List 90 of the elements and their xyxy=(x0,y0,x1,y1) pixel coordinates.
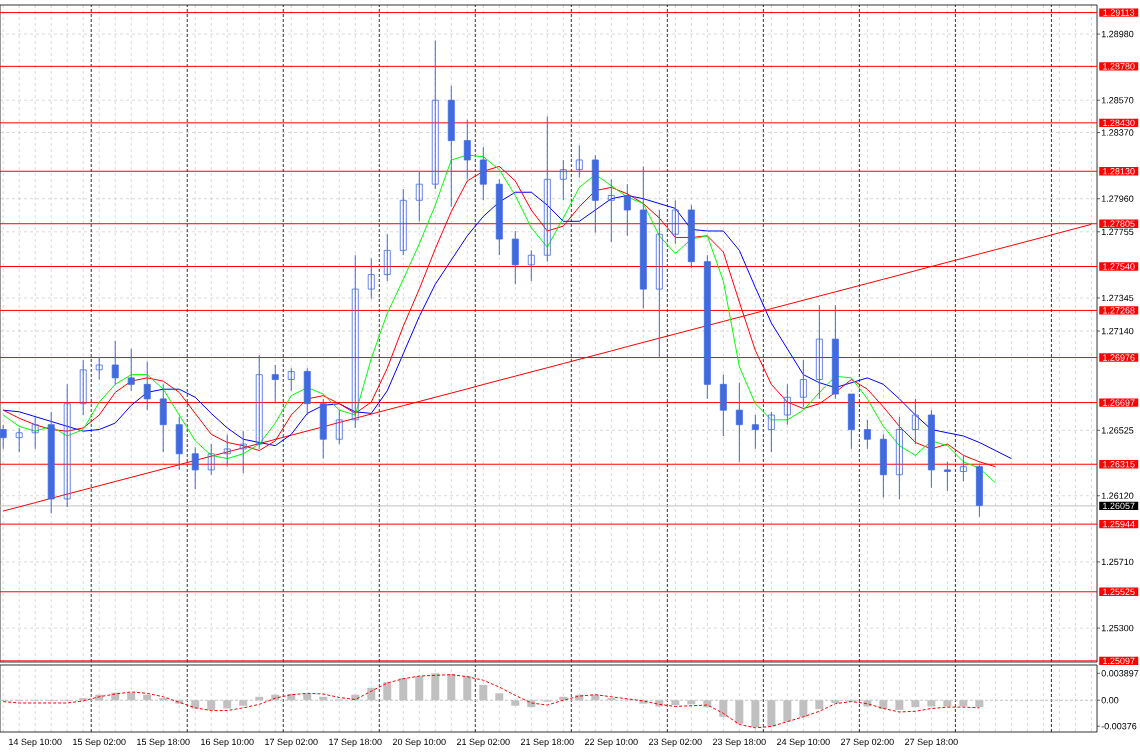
ref-line-label: 1.25944 xyxy=(1103,520,1135,528)
candlestick xyxy=(143,361,151,411)
candlestick xyxy=(367,257,375,300)
candlestick xyxy=(335,409,343,445)
candlestick xyxy=(399,188,407,256)
ref-line-label: 1.26697 xyxy=(1103,399,1135,406)
candlestick xyxy=(239,430,247,474)
ref-line-label: 1.27805 xyxy=(1103,220,1135,227)
candlestick xyxy=(127,348,135,392)
candlestick xyxy=(735,382,743,463)
x-tick-label: 17 Sep 02:00 xyxy=(265,738,318,747)
y-tick-label: 1.28980 xyxy=(1101,30,1134,38)
ref-line-label: 1.27268 xyxy=(1103,307,1135,314)
candlestick xyxy=(191,446,199,490)
ref-line-label: 1.28780 xyxy=(1103,63,1135,70)
y-tick-label: 1.26120 xyxy=(1101,492,1134,499)
candlestick xyxy=(79,359,87,416)
candlestick xyxy=(383,233,391,282)
candlestick xyxy=(255,354,263,450)
candlestick xyxy=(463,119,471,180)
x-tick-label: 15 Sep 18:00 xyxy=(137,738,190,747)
x-tick-label: 27 Sep 02:00 xyxy=(841,738,894,747)
ref-line-label: 1.26057 xyxy=(1103,502,1135,510)
ref-line-label: 1.27540 xyxy=(1103,263,1135,270)
bar xyxy=(975,700,984,708)
y-tick-label: 1.27960 xyxy=(1101,195,1134,202)
ref-line-label: 1.28130 xyxy=(1103,168,1135,175)
bar xyxy=(735,700,744,724)
candlestick xyxy=(895,416,903,500)
y-tick-label: 1.27345 xyxy=(1101,294,1134,302)
candlestick xyxy=(0,424,7,450)
y-tick-label: 1.26525 xyxy=(1101,427,1134,434)
candlestick xyxy=(799,359,807,408)
ref-line-label: 1.25097 xyxy=(1103,657,1135,665)
candlestick xyxy=(271,364,279,403)
candlestick xyxy=(15,427,23,453)
candlestick xyxy=(95,356,103,380)
candlestick xyxy=(607,178,615,243)
y-tick-label: 1.27140 xyxy=(1101,327,1134,335)
candlestick xyxy=(767,411,775,453)
x-tick-label: 24 Sep 10:00 xyxy=(777,738,830,747)
candlestick xyxy=(351,254,359,429)
candlestick xyxy=(431,40,439,190)
ref-line-label: 1.28430 xyxy=(1103,119,1135,127)
candlestick xyxy=(863,419,871,450)
candlestick xyxy=(623,183,631,237)
y-tick-label: 1.27755 xyxy=(1101,228,1134,235)
y-tick-label: 0.00 xyxy=(1101,697,1119,704)
bar xyxy=(895,700,904,710)
candlestick xyxy=(751,414,759,450)
candlestick xyxy=(575,144,583,179)
candlestick xyxy=(671,199,679,245)
x-tick-label: 16 Sep 10:00 xyxy=(201,738,254,747)
x-tick-label: 21 Sep 02:00 xyxy=(456,738,510,747)
x-tick-label: 17 Sep 18:00 xyxy=(329,738,382,747)
ref-line-label: 1.29113 xyxy=(1103,9,1135,16)
candlestick xyxy=(527,249,535,282)
candlestick xyxy=(543,115,551,263)
candlestick xyxy=(415,170,423,222)
y-tick-label: 1.28370 xyxy=(1101,129,1134,136)
y-tick-label: 1.25300 xyxy=(1101,624,1134,632)
x-tick-label: 15 Sep 02:00 xyxy=(73,738,126,747)
candlestick xyxy=(63,383,71,508)
x-tick-label: 27 Sep 18:00 xyxy=(905,738,958,747)
x-tick-label: 20 Sep 10:00 xyxy=(392,738,446,747)
candlestick xyxy=(783,383,791,426)
candlestick xyxy=(559,159,567,201)
candlestick xyxy=(111,340,119,385)
x-tick-label: 23 Sep 02:00 xyxy=(649,738,702,747)
candlestick xyxy=(655,209,663,358)
candlestick xyxy=(31,416,39,450)
ref-line-label: 1.25525 xyxy=(1103,588,1135,595)
x-tick-label: 14 Sep 10:00 xyxy=(9,738,62,747)
y-tick-label: -0.00376 xyxy=(1101,723,1137,730)
candlestick xyxy=(815,304,823,400)
bar xyxy=(815,700,824,710)
candlestick xyxy=(207,443,215,476)
y-tick-label: 1.28570 xyxy=(1101,97,1134,104)
ref-line-label: 1.26976 xyxy=(1103,354,1135,361)
x-tick-label: 22 Sep 10:00 xyxy=(585,738,638,747)
candlestick xyxy=(959,454,967,482)
candlestick xyxy=(287,367,295,392)
ref-line-label: 1.26315 xyxy=(1103,461,1135,468)
candlestick xyxy=(911,398,919,445)
x-tick-label: 23 Sep 18:00 xyxy=(713,738,766,747)
y-tick-label: 0.003897 xyxy=(1101,670,1139,677)
candlestick xyxy=(943,461,951,492)
y-tick-label: 1.25710 xyxy=(1101,558,1134,566)
candlestick xyxy=(223,433,231,468)
x-tick-label: 21 Sep 18:00 xyxy=(520,738,574,747)
